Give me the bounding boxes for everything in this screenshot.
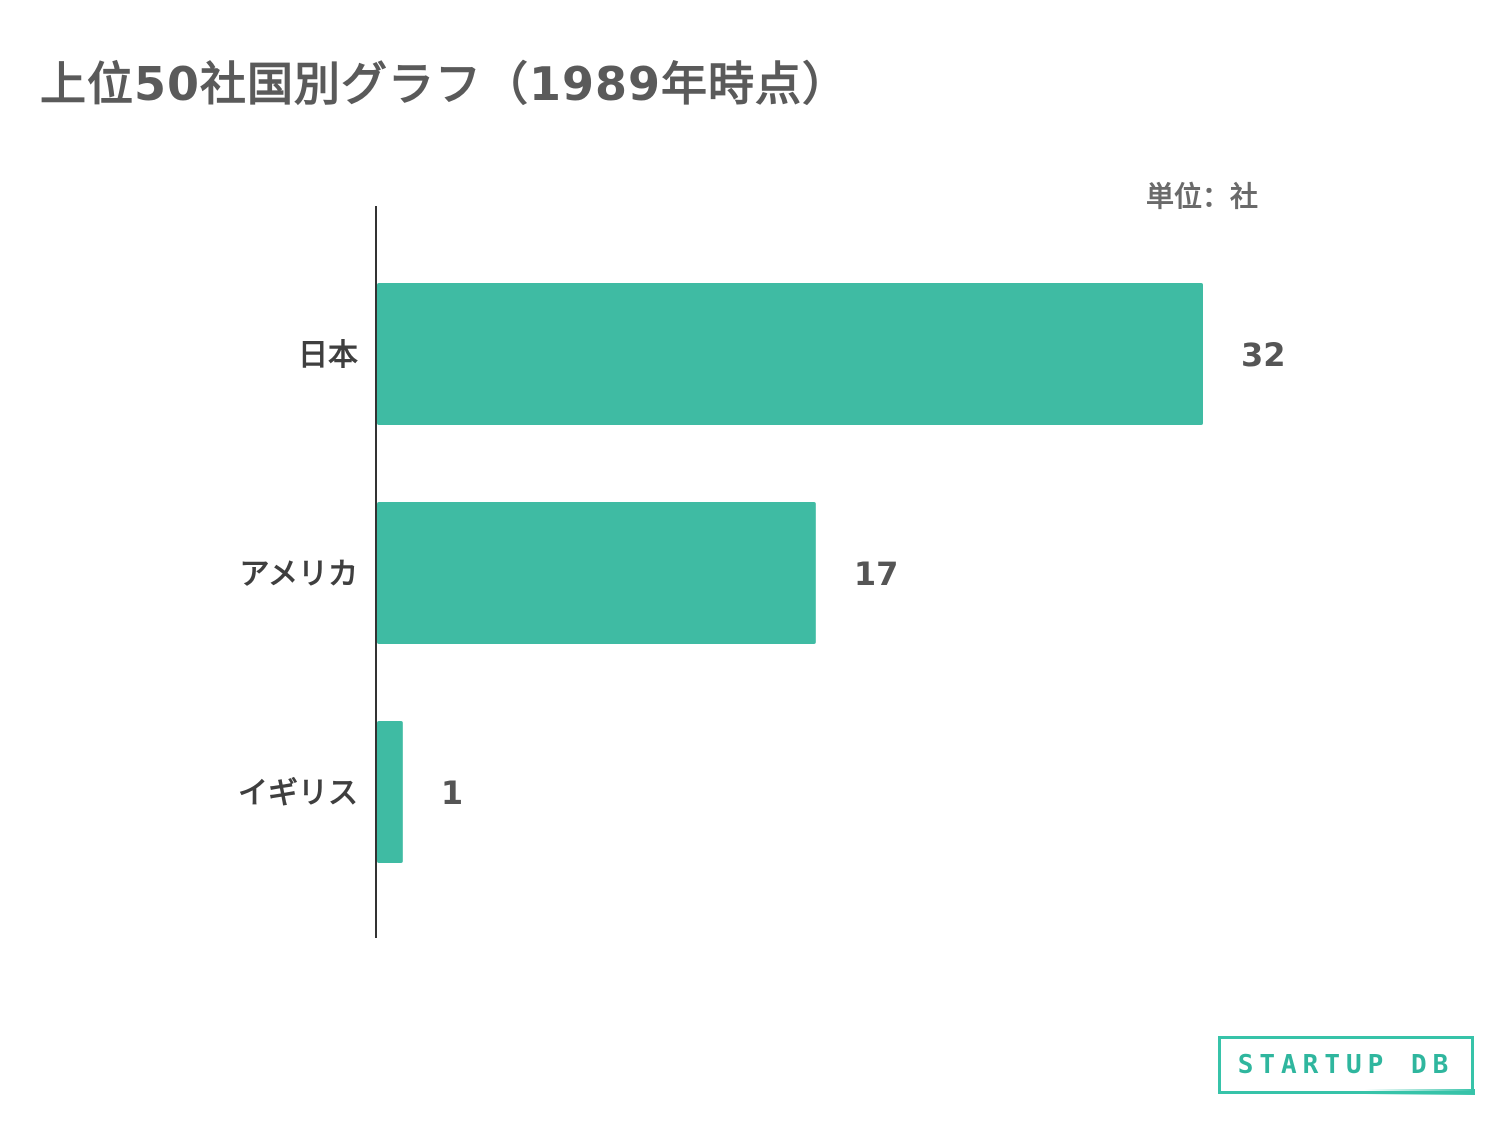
category-label-0: 日本 — [298, 338, 358, 373]
bar-2 — [377, 721, 403, 863]
value-label-0: 32 — [1241, 336, 1286, 374]
value-label-2: 1 — [441, 774, 463, 812]
value-label-1: 17 — [854, 555, 899, 593]
bar-1 — [377, 502, 816, 644]
unit-label: 単位：社 — [1146, 180, 1258, 213]
category-label-2: イギリス — [238, 776, 358, 811]
logo-text: STARTUP DB — [1237, 1050, 1455, 1080]
bars-layer: 日本 32 アメリカ 17 イギリス 1 — [238, 283, 1286, 863]
bar-0 — [377, 283, 1203, 425]
page-title: 上位50社国別グラフ（1989年時点） — [40, 57, 850, 111]
startup-db-logo: STARTUP DB — [1218, 1036, 1475, 1095]
category-label-1: アメリカ — [240, 557, 359, 592]
